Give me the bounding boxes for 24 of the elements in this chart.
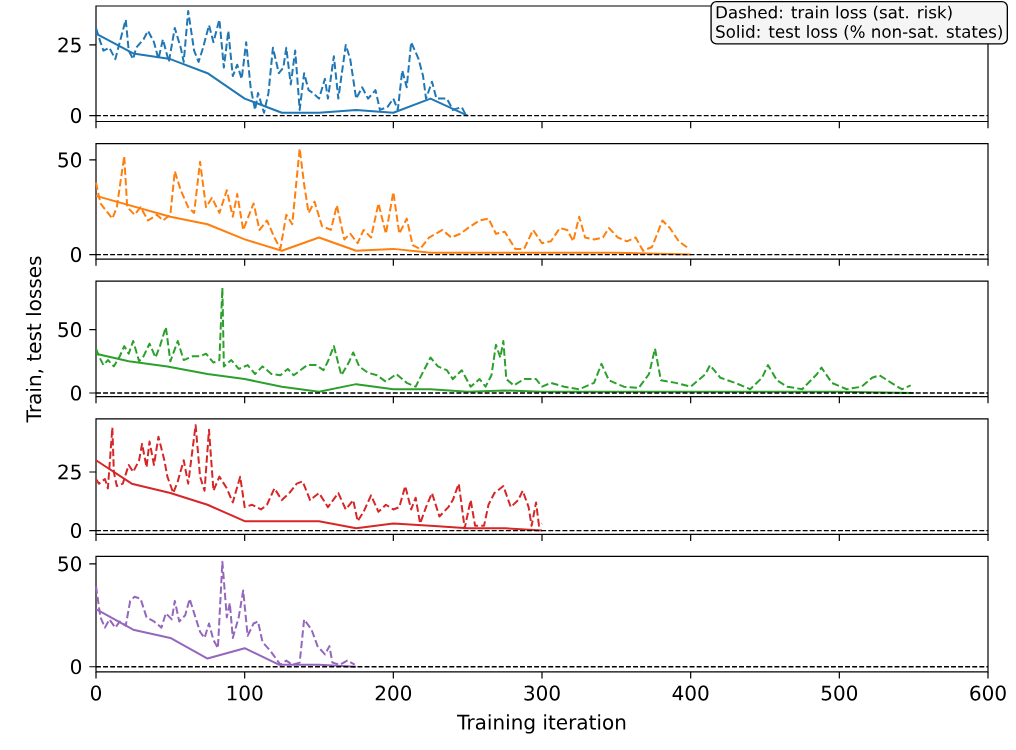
y-tick-label: 25 — [58, 464, 81, 480]
line-series — [95, 147, 691, 252]
y-tick-label: 50 — [58, 322, 82, 338]
x-tick-label: 200 — [375, 685, 412, 701]
y-tick-label: 50 — [58, 152, 82, 168]
x-tick-label: 400 — [672, 685, 709, 701]
y-tick-label: 0 — [71, 385, 82, 401]
y-tick-label: 25 — [58, 37, 81, 53]
line-series — [95, 286, 912, 391]
y-tick-label: 50 — [58, 556, 82, 572]
y-tick-label: 0 — [71, 659, 82, 675]
x-axis-title: Training iteration — [457, 714, 626, 734]
x-tick-label: 600 — [970, 685, 1006, 701]
x-tick-label: 500 — [821, 685, 858, 701]
y-tick-label: 0 — [71, 522, 82, 539]
y-tick-label: 0 — [71, 107, 82, 124]
x-tick-label: 100 — [227, 685, 263, 701]
annotation: Solid: test loss (% non-sat. states) — [716, 24, 1002, 40]
y-axis-title: Train, test losses — [25, 256, 44, 423]
y-tick-label: 0 — [71, 246, 82, 263]
x-tick-label: 300 — [524, 685, 560, 701]
annotation: Dashed: train loss (sat. risk) — [716, 5, 952, 21]
line-series — [95, 424, 544, 530]
x-tick-label: 0 — [90, 685, 102, 701]
